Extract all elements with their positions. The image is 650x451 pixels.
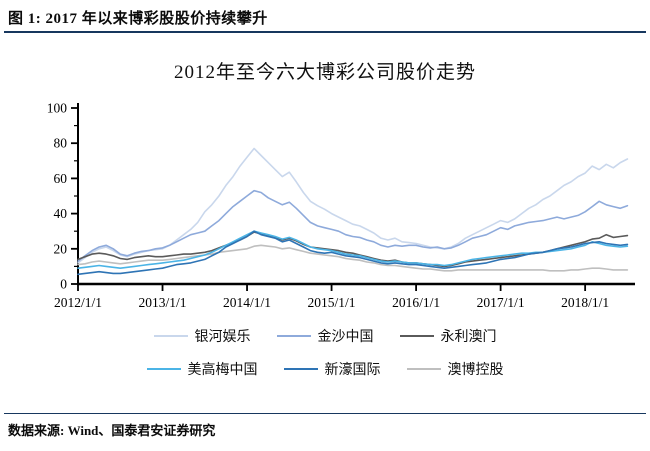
legend-swatch xyxy=(283,368,318,370)
x-tick-label: 2016/1/1 xyxy=(392,295,440,310)
legend-item: 永利澳门 xyxy=(399,326,497,346)
data-source: 数据来源: Wind、国泰君安证券研究 xyxy=(8,423,216,438)
legend-swatch xyxy=(153,335,188,337)
header-divider xyxy=(4,31,646,33)
legend-label: 澳博控股 xyxy=(447,363,504,378)
legend-item: 新濠国际 xyxy=(283,359,381,379)
legend-swatch xyxy=(399,335,434,337)
series-line-美高梅中国 xyxy=(77,230,629,269)
y-tick-label: 0 xyxy=(60,277,67,292)
x-tick-label: 2013/1/1 xyxy=(139,295,187,310)
legend-label: 新濠国际 xyxy=(324,363,381,378)
chart-title: 2012年至今六大博彩公司股价走势 xyxy=(173,62,476,83)
figure-header-title: 图 1: 2017 年以来博彩股股价持续攀升 xyxy=(8,11,268,27)
y-tick-label: 60 xyxy=(54,171,68,186)
series-line-银河娱乐 xyxy=(77,147,629,264)
legend-label: 金沙中国 xyxy=(317,330,374,345)
legend-row: 银河娱乐 金沙中国 永利澳门 xyxy=(153,326,497,346)
x-tick-label: 2018/1/1 xyxy=(561,295,609,310)
legend-row: 美高梅中国 新濠国际 澳博控股 xyxy=(146,359,504,379)
legend-swatch xyxy=(146,368,181,370)
series-line-新濠国际 xyxy=(77,230,629,276)
x-tick-label: 2014/1/1 xyxy=(223,295,271,310)
y-tick-label: 40 xyxy=(54,206,68,221)
legend-label: 永利澳门 xyxy=(440,330,497,345)
legend-label: 美高梅中国 xyxy=(187,363,258,378)
legend-item: 银河娱乐 xyxy=(153,326,251,346)
legend-swatch xyxy=(276,335,311,337)
legend-label: 银河娱乐 xyxy=(194,330,251,345)
legend-swatch xyxy=(406,368,441,370)
x-tick-label: 2015/1/1 xyxy=(308,295,356,310)
legend-item: 美高梅中国 xyxy=(146,359,258,379)
y-tick-label: 80 xyxy=(54,136,68,151)
legend-item: 澳博控股 xyxy=(406,359,504,379)
series-line-金沙中国 xyxy=(77,189,629,262)
y-tick-label: 20 xyxy=(54,241,68,256)
legend-item: 金沙中国 xyxy=(276,326,374,346)
footer-divider xyxy=(4,413,646,414)
price-chart: 0 20 40 60 80 100 2012/1/1 2013/1/1 2014/1/1 2015… xyxy=(47,101,635,310)
x-tick-label: 2012/1/1 xyxy=(54,295,102,310)
x-tick-label: 2017/1/1 xyxy=(477,295,525,310)
chart-legend: 银河娱乐 金沙中国 永利澳门美高梅中国 新濠国际 澳博控股 xyxy=(0,326,650,379)
series-line-澳博控股 xyxy=(77,244,629,272)
y-tick-label: 100 xyxy=(47,101,68,116)
